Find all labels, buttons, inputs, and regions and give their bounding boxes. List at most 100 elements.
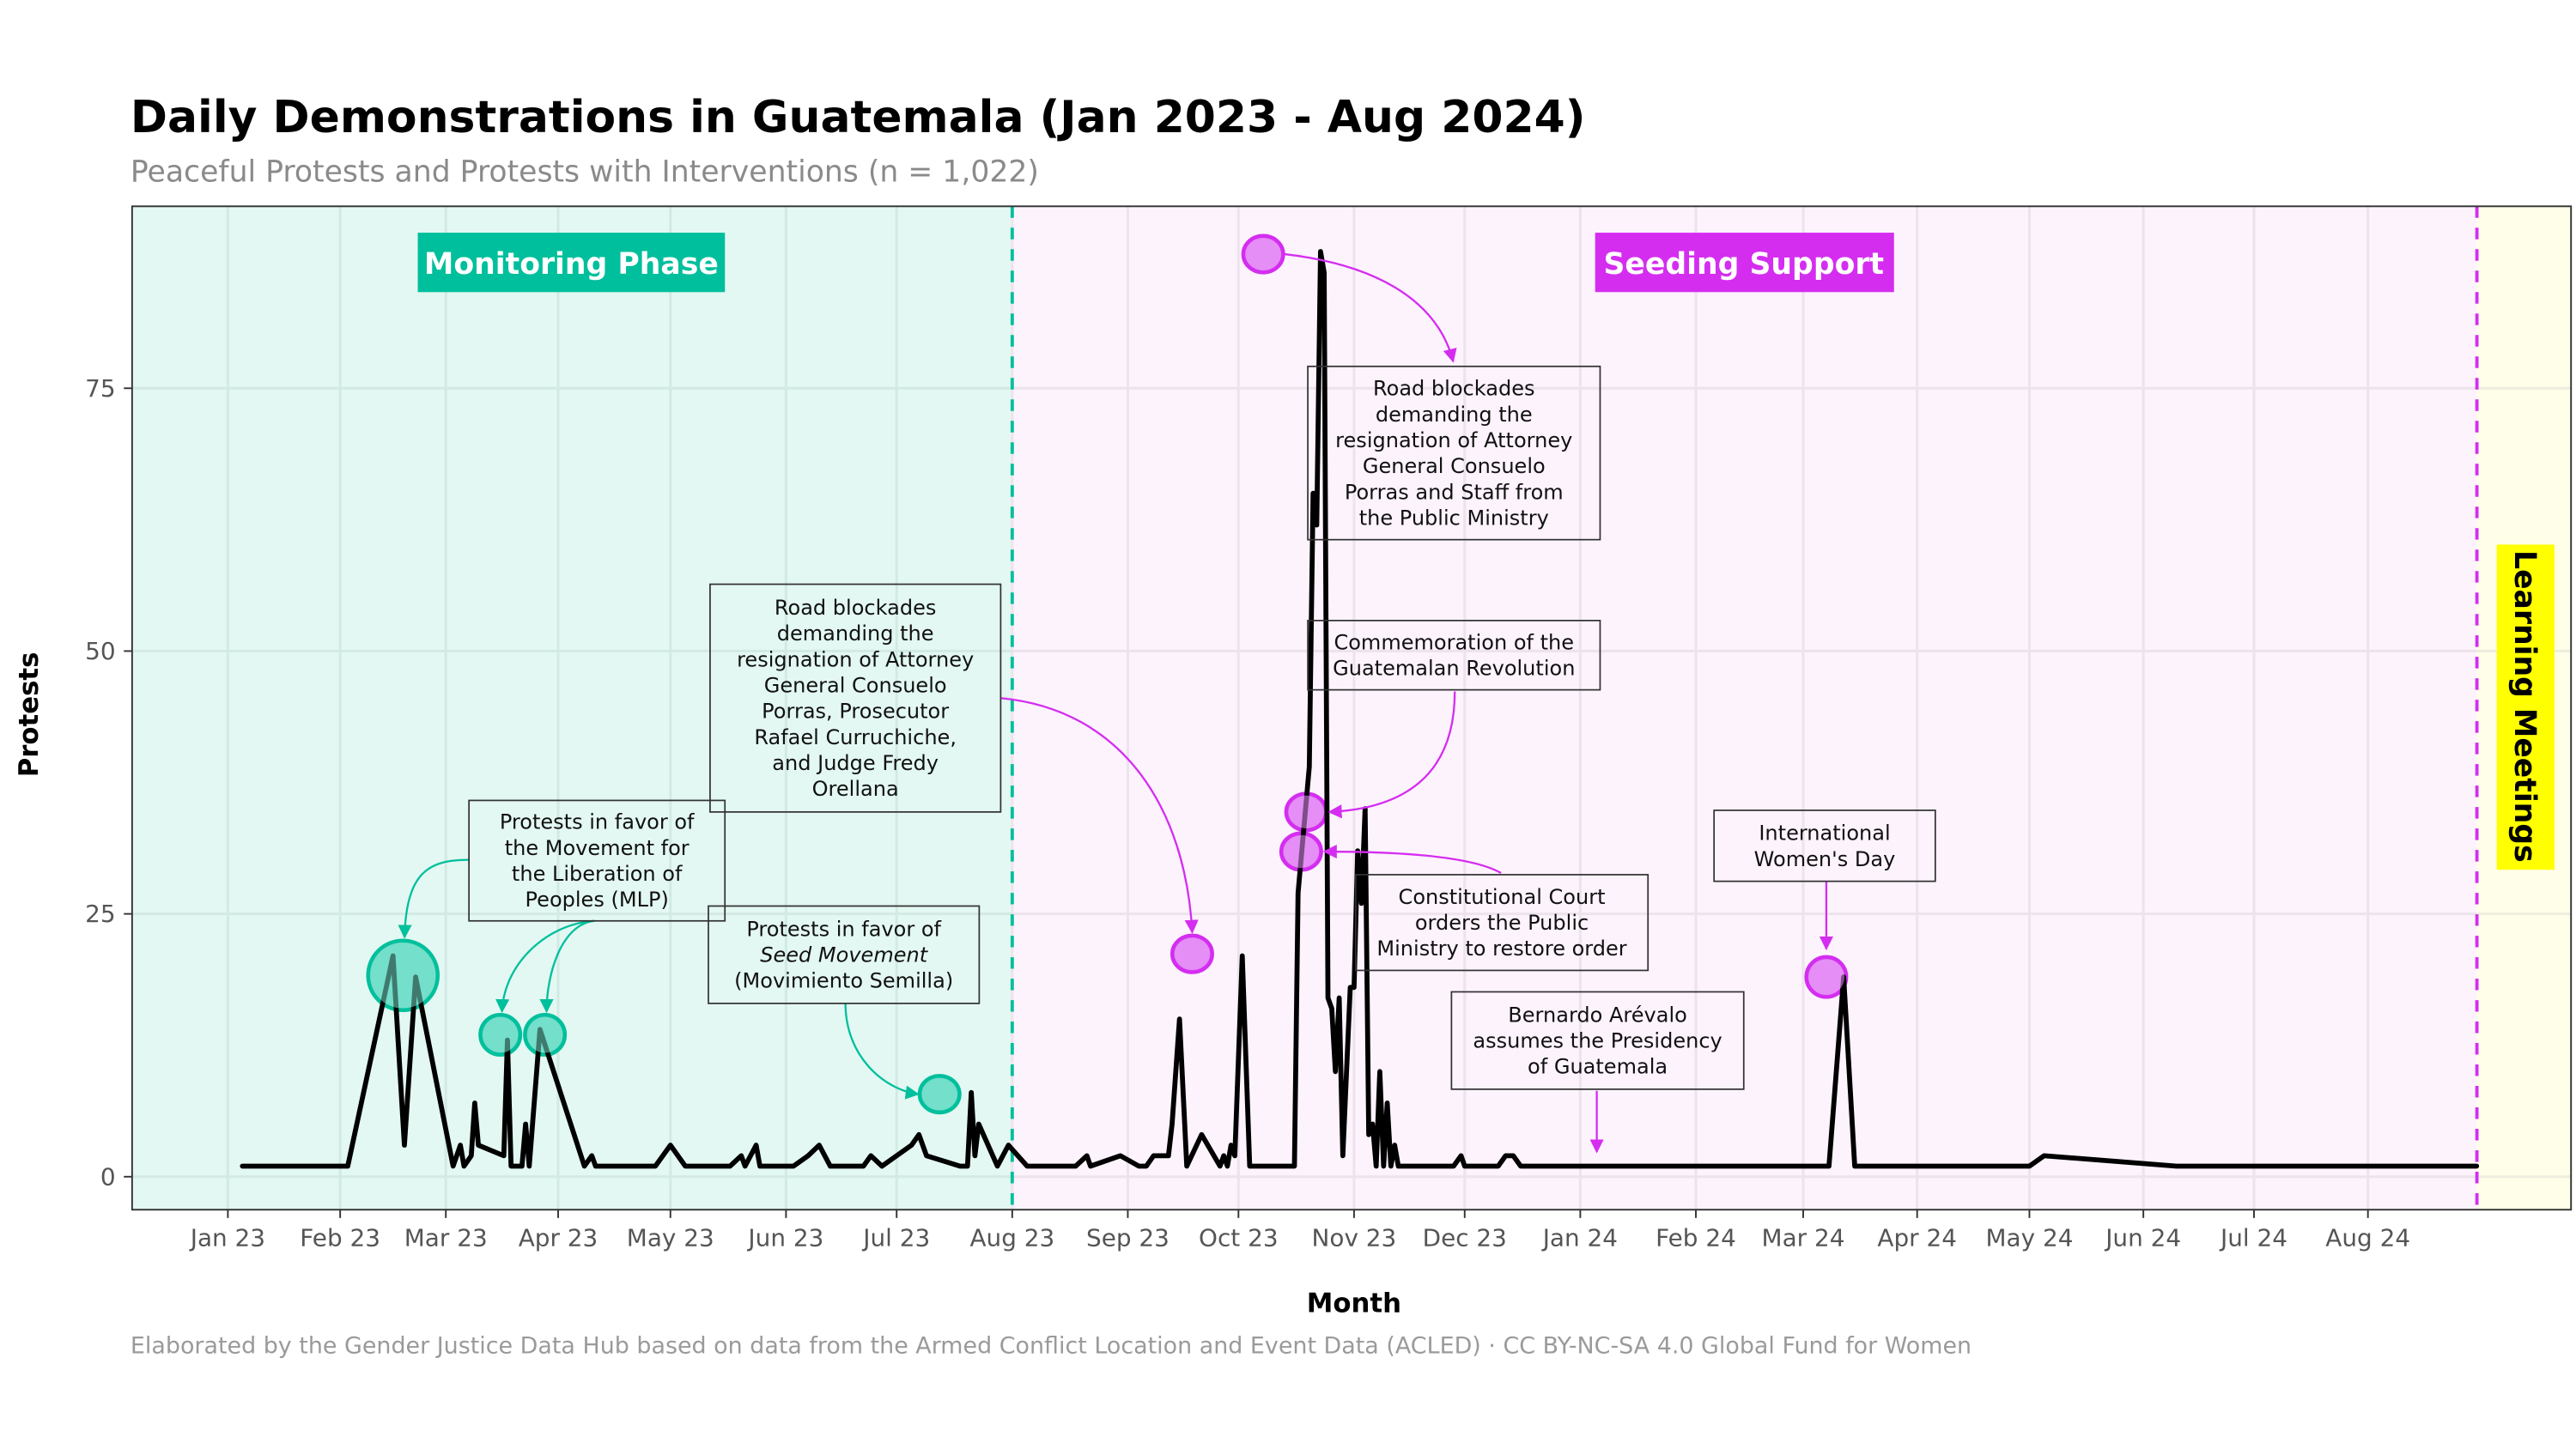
annotation-line: (Movimiento Semilla) [734,969,953,993]
annotation-box [1354,874,1649,972]
annotation-line: resignation of Attorney [737,647,974,671]
annotation-line: Road blockades [775,596,936,620]
x-tick-label: May 23 [627,1224,714,1252]
x-tick-label: Dec 23 [1423,1224,1507,1252]
x-tick-label: Apr 24 [1877,1224,1957,1252]
monitoring-phase-region [131,206,1012,1210]
seeding-phase-region [1012,206,2477,1210]
learning-phase-label: Learning Meetings [2507,550,2542,863]
x-tick-label: Nov 23 [1312,1224,1397,1252]
annotation-line: General Consuelo [1363,454,1546,478]
annotation-line: of Guatemala [1528,1055,1668,1079]
annotation-line: Guatemalan Revolution [1333,657,1575,681]
x-tick-label: Jun 24 [2104,1224,2181,1252]
learning-phase-badge: Learning Meetings [2496,544,2555,870]
x-tick-label: Aug 24 [2325,1224,2410,1252]
annotation-line: orders the Public [1415,911,1589,935]
annotation-line: Orellana [812,777,899,801]
annotation-line: Commemoration of the [1334,631,1574,655]
monitoring-phase-label: Monitoring Phase [424,247,719,282]
x-tick-label: Feb 24 [1656,1224,1736,1252]
annotation-line: International [1759,822,1890,846]
y-tick-label: 50 [85,637,115,665]
annotation-line: the Movement for [505,836,690,860]
x-tick-label: Jun 23 [746,1224,823,1252]
annotation-line: assumes the Presidency [1473,1029,1722,1053]
x-tick-label: Mar 24 [1762,1224,1845,1252]
x-tick-label: Jul 23 [861,1224,930,1252]
y-axis-title: Protests [14,652,45,778]
annotation-box [1307,620,1601,691]
annotation-arrows [398,252,1833,1154]
monitoring-phase-badge: Monitoring Phase [417,233,726,293]
x-tick-label: Jan 23 [189,1224,265,1252]
y-tick-label: 75 [85,374,115,403]
seeding-phase-label: Seeding Support [1604,247,1885,282]
x-tick-label: Aug 23 [969,1224,1054,1252]
annotation-line: the Public Ministry [1359,506,1549,530]
caption: Elaborated by the Gender Justice Data Hu… [131,1332,1971,1359]
arrow-mlp-3 [539,919,595,1014]
annotation-line: Constitutional Court [1399,885,1606,909]
seeding-phase-badge: Seeding Support [1595,233,1894,293]
plot-panel-border [131,205,2573,1211]
annotation-line: General Consuelo [764,674,947,698]
x-tick-label: Mar 23 [404,1224,488,1252]
annotation-line: Rafael Curruchiche, [754,725,957,749]
highlight-overlays [369,237,1845,1111]
annotation-line: Road blockades [1373,377,1534,401]
annotation-box [709,583,1002,813]
annotation-line: Porras, Prosecutor [762,700,949,724]
annotation-box [1307,365,1601,541]
annotation-line: Women's Day [1754,847,1896,871]
arrow-court [1322,844,1502,875]
annotation-line: and Judge Fredy [772,751,939,775]
y-axis: 0 25 50 75 [85,374,132,1191]
arrow-mlp-2 [495,919,595,1014]
annotation-box [468,799,726,922]
arrow-blockades-oct [1285,252,1457,363]
annotation-line: Ministry to restore order [1376,937,1626,961]
annotation-line: Porras and Staff from [1345,480,1564,504]
phase-backgrounds [131,206,2572,1210]
annotation-box [1713,809,1936,882]
annotation-line: resignation of Attorney [1335,428,1572,452]
annotation-line: Seed Movement [760,943,928,967]
y-tick-label: 25 [85,900,115,928]
chart-subtitle: Peaceful Protests and Protests with Inte… [131,155,1039,189]
x-axis-title: Month [1307,1288,1401,1319]
annotation-box [1450,991,1745,1090]
annotation-line: demanding the [777,621,934,646]
x-tick-label: Oct 23 [1199,1224,1279,1252]
arrow-mlp-1 [398,858,470,939]
x-tick-label: May 24 [1985,1224,2073,1252]
annotation-line: Bernardo Arévalo [1508,1003,1687,1027]
chart-title: Daily Demonstrations in Guatemala (Jan 2… [131,92,1586,143]
arrow-semilla [844,1003,920,1100]
annotation-line: Protests in favor of [500,810,695,834]
x-tick-label: Apr 23 [519,1224,598,1252]
x-tick-label: Jan 24 [1541,1224,1618,1252]
x-tick-label: Sep 23 [1086,1224,1170,1252]
x-tick-label: Jul 24 [2219,1224,2287,1252]
annotation-line: demanding the [1376,403,1533,427]
y-tick-label: 0 [100,1162,116,1191]
x-axis: Jan 23 Feb 23 Mar 23 Apr 23 May 23 Jun 23 Jul … [189,1210,2410,1252]
annotation-line: Protests in favor of [746,917,941,941]
annotation-line: Peoples (MLP) [526,888,669,912]
x-tick-label: Feb 23 [300,1224,380,1252]
arrow-revolution [1327,691,1456,819]
arrow-blockades-aug [1000,697,1199,934]
protests-line [240,249,2480,1169]
annotation-box [708,905,981,1004]
